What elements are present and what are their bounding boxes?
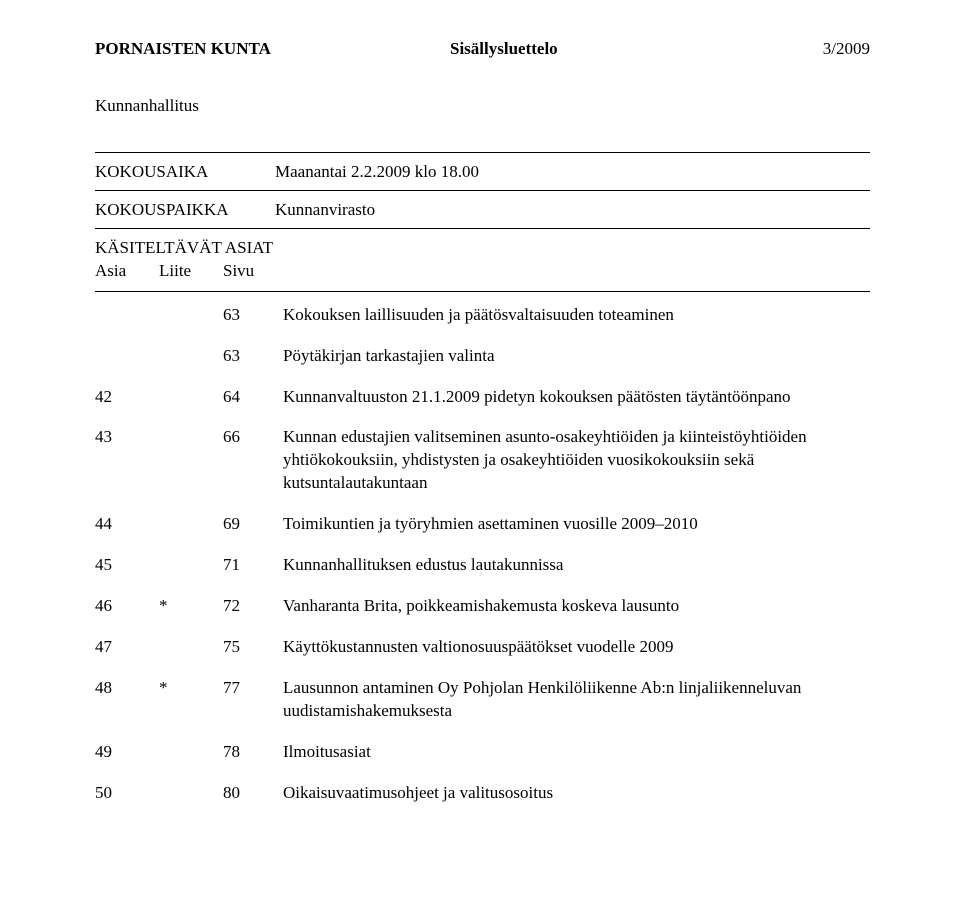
item-liite: *	[159, 677, 223, 700]
item-description: Käyttökustannusten valtionosuuspäätökset…	[283, 636, 870, 659]
agenda-item: 50 80Oikaisuvaatimusohjeet ja valitusosoi…	[95, 782, 870, 805]
item-asia: 42	[95, 386, 159, 409]
meeting-place-row: KOKOUSPAIKKA Kunnanvirasto	[95, 199, 870, 222]
item-asia: 49	[95, 741, 159, 764]
item-sivu: 78	[223, 741, 283, 764]
item-sivu: 66	[223, 426, 283, 449]
document-header: PORNAISTEN KUNTA Sisällysluettelo 3/2009	[95, 38, 870, 61]
section-label: KÄSITELTÄVÄT ASIAT	[95, 237, 870, 260]
agenda-item: 43 66Kunnan edustajien valitseminen asunt…	[95, 426, 870, 495]
meeting-place-label: KOKOUSPAIKKA	[95, 199, 275, 222]
divider	[95, 190, 870, 191]
board-name: Kunnanhallitus	[95, 95, 870, 118]
meeting-time-row: KOKOUSAIKA Maanantai 2.2.2009 klo 18.00	[95, 161, 870, 184]
item-sivu: 64	[223, 386, 283, 409]
divider	[95, 291, 870, 292]
item-sivu: 72	[223, 595, 283, 618]
agenda-item: 49 78Ilmoitusasiat	[95, 741, 870, 764]
item-sivu: 69	[223, 513, 283, 536]
doc-number: 3/2009	[780, 38, 870, 61]
item-description: Kunnanvaltuuston 21.1.2009 pidetyn kokou…	[283, 386, 870, 409]
col-sivu: Sivu	[223, 260, 283, 283]
agenda-item: 48*77Lausunnon antaminen Oy Pohjolan Hen…	[95, 677, 870, 723]
item-description: Ilmoitusasiat	[283, 741, 870, 764]
agenda-item: 44 69Toimikuntien ja työryhmien asettamin…	[95, 513, 870, 536]
doc-type: Sisällysluettelo	[450, 38, 780, 61]
item-sivu: 75	[223, 636, 283, 659]
agenda-item: 47 75Käyttökustannusten valtionosuuspäätö…	[95, 636, 870, 659]
agenda-item: 46*72Vanharanta Brita, poikkeamishakemus…	[95, 595, 870, 618]
item-description: Lausunnon antaminen Oy Pohjolan Henkilöl…	[283, 677, 870, 723]
meeting-time-value: Maanantai 2.2.2009 klo 18.00	[275, 161, 870, 184]
item-description: Kunnanhallituksen edustus lautakunnissa	[283, 554, 870, 577]
divider	[95, 228, 870, 229]
divider	[95, 152, 870, 153]
item-sivu: 77	[223, 677, 283, 700]
item-asia: 46	[95, 595, 159, 618]
item-description: Vanharanta Brita, poikkeamishakemusta ko…	[283, 595, 870, 618]
item-asia: 50	[95, 782, 159, 805]
meeting-place-value: Kunnanvirasto	[275, 199, 870, 222]
item-asia: 48	[95, 677, 159, 700]
item-sivu: 63	[223, 304, 283, 327]
item-description: Oikaisuvaatimusohjeet ja valitusosoitus	[283, 782, 870, 805]
item-asia: 44	[95, 513, 159, 536]
agenda-items: 63Kokouksen laillisuuden ja päätösvaltai…	[95, 304, 870, 805]
agenda-item: 42 64Kunnanvaltuuston 21.1.2009 pidetyn k…	[95, 386, 870, 409]
meeting-time-label: KOKOUSAIKA	[95, 161, 275, 184]
column-headers: Asia Liite Sivu	[95, 260, 870, 283]
item-description: Toimikuntien ja työryhmien asettaminen v…	[283, 513, 870, 536]
col-asia: Asia	[95, 260, 159, 283]
org-name: PORNAISTEN KUNTA	[95, 38, 450, 61]
agenda-item: 63Kokouksen laillisuuden ja päätösvaltai…	[95, 304, 870, 327]
item-asia: 43	[95, 426, 159, 449]
item-liite: *	[159, 595, 223, 618]
item-asia: 45	[95, 554, 159, 577]
item-description: Kokouksen laillisuuden ja päätösvaltaisu…	[283, 304, 870, 327]
col-liite: Liite	[159, 260, 223, 283]
item-sivu: 80	[223, 782, 283, 805]
item-description: Pöytäkirjan tarkastajien valinta	[283, 345, 870, 368]
agenda-item: 63Pöytäkirjan tarkastajien valinta	[95, 345, 870, 368]
item-description: Kunnan edustajien valitseminen asunto-os…	[283, 426, 870, 495]
item-asia: 47	[95, 636, 159, 659]
agenda-item: 45 71Kunnanhallituksen edustus lautakunni…	[95, 554, 870, 577]
item-sivu: 71	[223, 554, 283, 577]
item-sivu: 63	[223, 345, 283, 368]
